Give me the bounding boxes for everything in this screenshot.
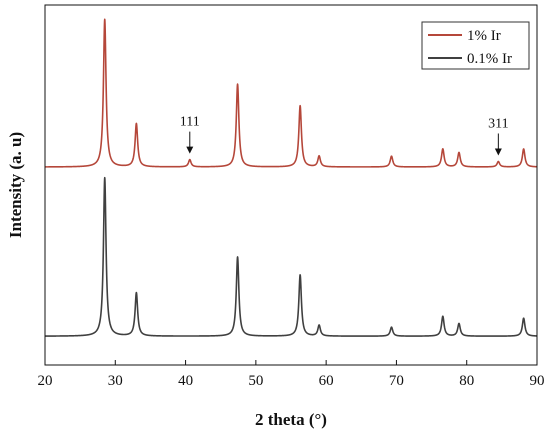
annotation-label: 311 (488, 116, 508, 131)
x-tick-label: 80 (459, 373, 474, 389)
legend-label-2: 0.1% Ir (467, 51, 512, 67)
x-tick-label: 70 (389, 373, 404, 389)
x-tick-label: 50 (248, 373, 263, 389)
annotation-arrowhead (186, 146, 194, 154)
x-axis-ticks: 20 30 40 50 60 70 80 90 (38, 360, 545, 389)
x-tick-label: 90 (530, 373, 545, 389)
legend: 1% Ir 0.1% Ir (421, 21, 530, 70)
annotation-arrowhead (494, 148, 502, 156)
legend-label-1: 1% Ir (467, 28, 501, 44)
series-line-1 (44, 18, 538, 168)
x-tick-label: 30 (108, 373, 123, 389)
peak-annotations: 111 311 (180, 115, 509, 156)
series-line-2 (44, 176, 538, 337)
x-tick-label: 40 (178, 373, 193, 389)
plot-area (44, 18, 538, 337)
x-tick-label: 60 (319, 373, 334, 389)
plot-frame (44, 4, 538, 366)
legend-box (421, 21, 530, 70)
annotation-label: 111 (180, 115, 200, 130)
y-axis-title: Intensity (a. u) (6, 132, 25, 238)
x-tick-label: 20 (38, 373, 53, 389)
x-axis-title: 2 theta (°) (255, 410, 327, 429)
